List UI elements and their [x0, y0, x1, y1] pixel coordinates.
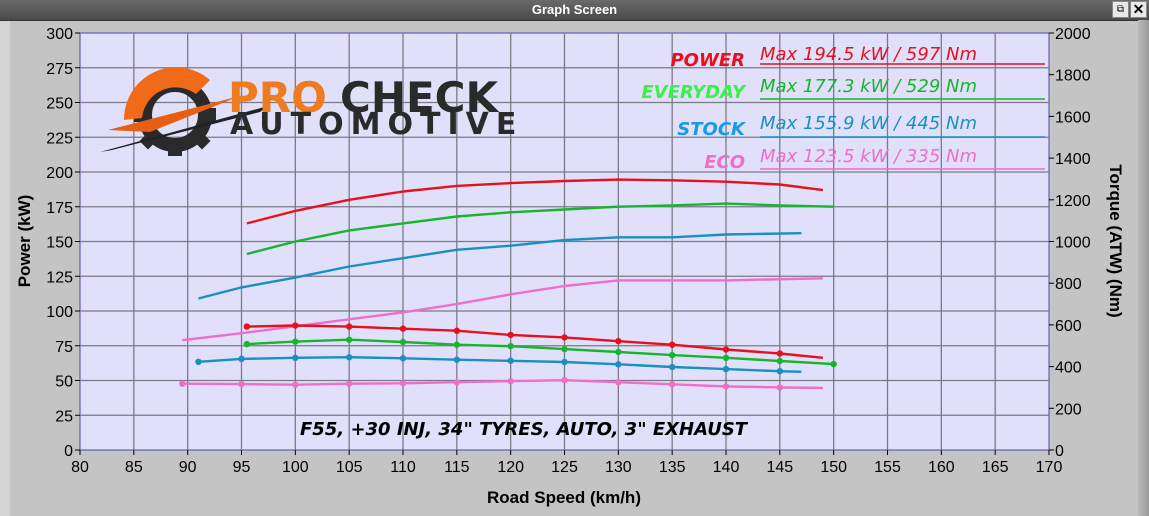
- y2-tick-label: 1200: [1055, 193, 1091, 210]
- y-tick-label: 300: [46, 26, 73, 43]
- legend-item-eco: ECO Max 123.5 kW / 335 Nm: [704, 146, 1045, 173]
- y2-tick-label: 0: [1055, 443, 1064, 460]
- x-tick-label: 105: [336, 459, 363, 476]
- x-tick-label: 130: [605, 459, 632, 476]
- window-titlebar[interactable]: Graph Screen ⧉ ✕: [0, 0, 1149, 21]
- speedometer-icon: [100, 67, 268, 152]
- x-axis-ticks: 80 85 90 95 100 105 110 115 120 125 130 135 140 145 15…: [71, 450, 1062, 476]
- y-tick-label: 175: [46, 200, 73, 217]
- y2-tick-label: 2000: [1055, 26, 1091, 43]
- svg-text:EVERYDAY: EVERYDAY: [641, 82, 747, 103]
- svg-text:POWER: POWER: [670, 50, 745, 71]
- y2-tick-label: 1400: [1055, 151, 1091, 168]
- y2-tick-label: 1600: [1055, 109, 1091, 126]
- svg-text:Max 177.3 kW / 529 Nm: Max 177.3 kW / 529 Nm: [760, 76, 977, 97]
- logo-word-automotive: AUTOMOTIVE: [230, 107, 523, 142]
- y2-tick-label: 1800: [1055, 68, 1091, 85]
- y2-axis-label: Torque (ATW) (Nm): [1106, 164, 1125, 317]
- x-tick-label: 135: [659, 459, 686, 476]
- series-power-torque: [243, 322, 824, 359]
- x-tick-label: 170: [1036, 459, 1063, 476]
- series-everyday-power: [246, 202, 834, 256]
- y2-tick-label: 800: [1055, 276, 1082, 293]
- svg-text:STOCK: STOCK: [677, 119, 747, 140]
- y-axis-torque-ticks: 0 200 400 600 800 1000 1200 1400 1600 1800 2000: [1049, 26, 1091, 460]
- x-tick-label: 110: [390, 459, 416, 476]
- grid-lines: [80, 33, 1049, 450]
- y2-tick-label: 600: [1055, 318, 1082, 335]
- close-icon[interactable]: ✕: [1130, 1, 1147, 18]
- legend: POWER Max 194.5 kW / 597 Nm EVERYDAY Max 17…: [641, 44, 1045, 173]
- svg-text:Max 123.5 kW / 335 Nm: Max 123.5 kW / 335 Nm: [760, 146, 977, 167]
- y-tick-label: 275: [46, 61, 73, 78]
- y-tick-label: 125: [46, 269, 73, 286]
- series-everyday-torque: [243, 336, 837, 368]
- y-axis-power-ticks: 0 25 50 75 100 125 150 175 200 225 250 275 300: [46, 26, 80, 460]
- series-power-power: [246, 178, 824, 225]
- y-tick-label: 200: [46, 165, 73, 182]
- x-tick-label: 95: [233, 459, 251, 476]
- x-tick-label: 100: [282, 459, 309, 476]
- y-axis-label: Power (kW): [15, 195, 34, 288]
- x-tick-label: 85: [125, 459, 143, 476]
- series-eco-power: [182, 277, 823, 342]
- logo-word-pro: PRO: [228, 73, 327, 122]
- restore-icon[interactable]: ⧉: [1112, 1, 1129, 18]
- y2-tick-label: 1000: [1055, 235, 1091, 252]
- series-stock-power: [198, 232, 802, 300]
- x-tick-label: 150: [820, 459, 847, 476]
- legend-item-stock: STOCK Max 155.9 kW / 445 Nm: [677, 113, 1045, 140]
- y-tick-label: 150: [46, 235, 73, 252]
- y-tick-label: 250: [46, 96, 73, 113]
- x-tick-label: 125: [551, 459, 578, 476]
- window-frame-left: [0, 20, 10, 516]
- x-tick-label: 145: [766, 459, 793, 476]
- y-tick-label: 50: [55, 374, 73, 391]
- x-tick-label: 155: [874, 459, 901, 476]
- vehicle-note: F55, +30 INJ, 34" TYRES, AUTO, 3" EXHAUS…: [300, 419, 749, 440]
- series-stock-torque: [195, 354, 802, 375]
- y-tick-label: 0: [64, 443, 73, 460]
- window-title: Graph Screen: [531, 2, 618, 17]
- series-eco-torque: [179, 376, 823, 391]
- window-scroll-edge: [1138, 20, 1149, 516]
- svg-text:Max 155.9 kW / 445 Nm: Max 155.9 kW / 445 Nm: [760, 113, 977, 134]
- svg-text:ECO: ECO: [704, 152, 745, 173]
- x-tick-label: 140: [713, 459, 740, 476]
- x-tick-label: 120: [497, 459, 524, 476]
- legend-item-everyday: EVERYDAY Max 177.3 kW / 529 Nm: [641, 76, 1045, 103]
- procheck-logo: PRO CHECK AUTOMOTIVE: [100, 67, 523, 156]
- x-tick-label: 165: [982, 459, 1009, 476]
- y-tick-label: 25: [55, 408, 73, 425]
- x-tick-label: 115: [444, 459, 470, 476]
- legend-item-power: POWER Max 194.5 kW / 597 Nm: [670, 44, 1045, 71]
- logo-word-check: CHECK: [340, 73, 499, 122]
- data-series: [179, 178, 837, 391]
- svg-text:Max 194.5 kW / 597 Nm: Max 194.5 kW / 597 Nm: [760, 44, 977, 65]
- y-tick-label: 225: [46, 130, 73, 147]
- y-tick-label: 75: [55, 339, 73, 356]
- x-tick-label: 80: [71, 459, 89, 476]
- x-tick-label: 160: [928, 459, 955, 476]
- y2-tick-label: 400: [1055, 360, 1082, 377]
- x-axis-label: Road Speed (km/h): [487, 488, 641, 507]
- x-tick-label: 90: [179, 459, 197, 476]
- y2-tick-label: 200: [1055, 401, 1082, 418]
- y-tick-label: 100: [46, 304, 73, 321]
